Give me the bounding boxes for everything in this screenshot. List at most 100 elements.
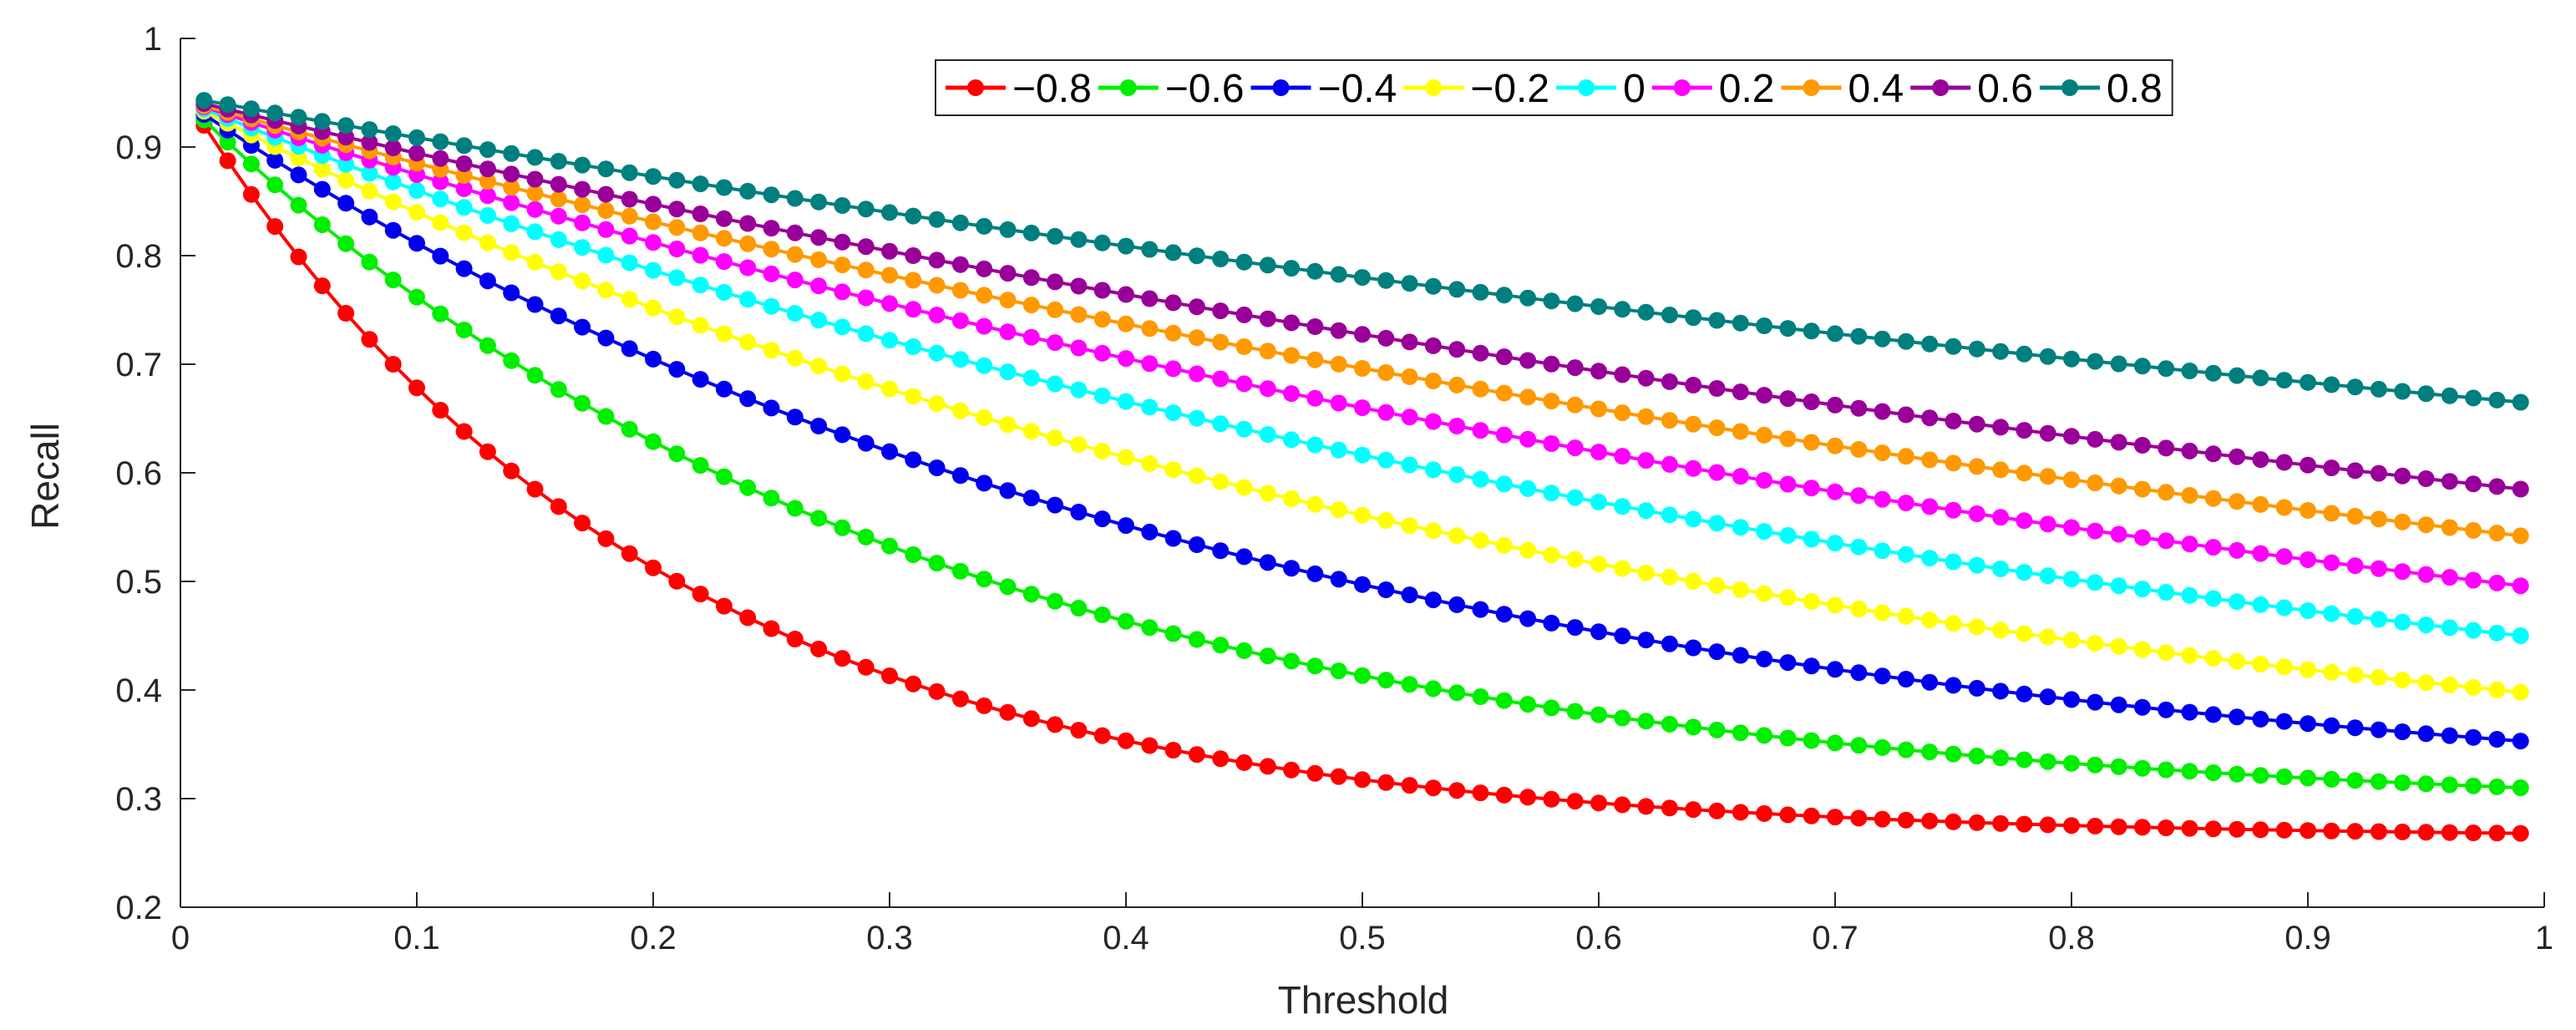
data-point [1093,234,1111,251]
data-point [2394,774,2411,791]
y-tick-label: 0.6 [115,455,162,492]
data-point [1779,589,1797,606]
data-point [1708,576,1726,594]
data-point [1235,753,1253,771]
data-point [645,350,662,368]
data-point [1330,662,1347,680]
data-point [1212,415,1230,433]
data-point [928,277,946,294]
data-point [1685,415,1702,433]
data-point [1047,496,1064,514]
data-point [1566,619,1584,637]
data-point [905,451,922,469]
data-point [1495,348,1513,366]
data-point [1708,515,1726,532]
data-point [550,381,567,398]
data-point [455,137,473,155]
data-point [739,291,757,308]
data-point [1259,647,1276,665]
data-point [1424,337,1442,354]
data-point [1354,506,1371,524]
data-point [763,241,780,258]
data-point [2394,613,2411,631]
data-point [2016,751,2033,769]
data-point [1590,494,1607,510]
data-point [1401,333,1418,351]
data-point [1472,532,1489,550]
data-point [2370,669,2387,686]
data-point [2087,474,2104,491]
data-point [455,260,473,277]
data-point [1141,398,1159,416]
data-point [1566,295,1584,312]
data-point [951,256,969,273]
data-point [1306,351,1324,368]
data-point [2323,459,2340,477]
data-point [1637,564,1655,581]
data-point [1897,811,1914,829]
data-point [1235,338,1253,355]
data-point [1827,437,1843,454]
data-point [550,207,567,225]
data-point [2229,448,2246,465]
data-point [1519,352,1537,369]
data-point [621,190,638,208]
data-point [1732,724,1749,742]
data-point [645,168,662,185]
data-point [928,459,946,476]
data-point [479,443,496,460]
data-point [1401,777,1418,794]
data-point [2346,823,2364,840]
data-point [763,265,780,282]
data-point [1708,721,1726,738]
data-point [621,340,638,358]
data-point [1850,538,1868,556]
data-point [1093,510,1111,528]
data-point [1590,556,1607,573]
data-point [1235,479,1253,496]
data-point [526,253,544,271]
data-point [479,141,496,159]
data-point [715,380,733,398]
data-point [550,153,567,170]
data-point [1141,290,1159,307]
data-point [1519,541,1537,559]
data-point [384,271,402,289]
y-tick-label: 0.2 [115,890,162,926]
data-point [1118,612,1134,630]
data-point [951,562,969,580]
data-point [2158,484,2175,501]
data-point [2370,773,2387,790]
data-point [645,299,662,317]
data-point [786,190,804,207]
data-point [1590,400,1607,418]
data-point [1401,586,1418,604]
data-point [432,190,449,208]
data-point [645,559,662,576]
data-point [1212,251,1230,267]
data-point [2158,439,2175,457]
data-point [1047,429,1064,447]
data-point [219,96,236,114]
data-point [857,200,875,218]
data-point [739,390,757,408]
data-point [290,109,307,126]
data-point [361,208,378,226]
data-point [715,468,733,485]
data-point [1897,607,1914,625]
data-point [1188,467,1205,485]
data-point [1354,576,1371,593]
data-point [1472,344,1489,362]
data-point [219,152,236,170]
data-point [2087,817,2104,835]
data-point [1827,483,1843,500]
data-point [857,373,875,390]
data-point [1448,376,1466,393]
data-point [2181,487,2198,504]
x-tick-label: 0 [171,920,190,956]
data-point [2488,778,2506,795]
series-6 [195,97,2529,545]
data-point [1566,439,1584,457]
data-point [1188,298,1205,316]
data-point [1306,565,1324,582]
